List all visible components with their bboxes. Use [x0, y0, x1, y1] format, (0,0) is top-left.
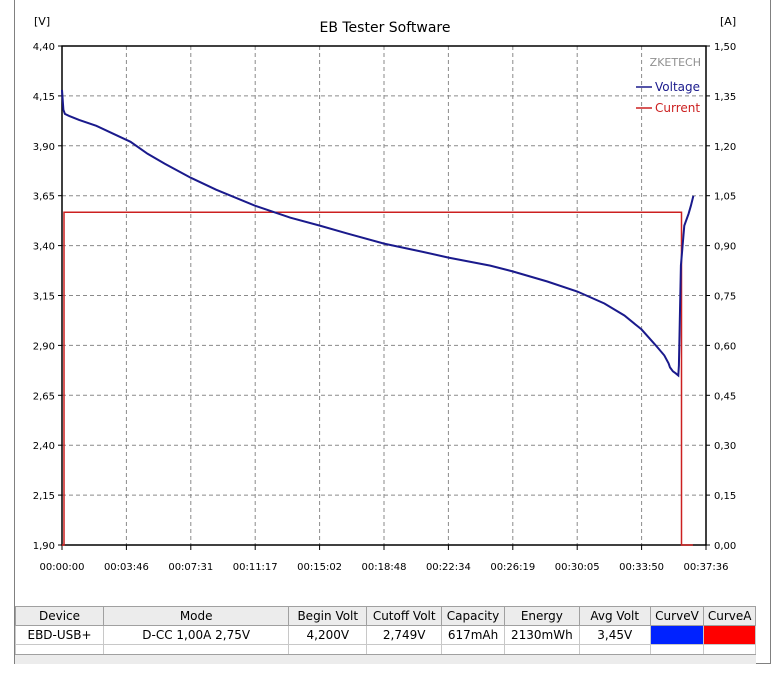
header-cutoff-volt[interactable]: Cutoff Volt	[366, 606, 443, 626]
x-tick-label: 00:15:02	[297, 562, 342, 573]
y-right-tick-label: 0,60	[714, 341, 736, 352]
y-right-tick-label: 1,35	[714, 92, 736, 103]
x-tick-label: 00:37:36	[684, 562, 729, 573]
y-right-tick-label: 0,90	[714, 242, 736, 253]
table-row[interactable]: EBD-USB+ D-CC 1,00A 2,75V 4,200V 2,749V …	[14, 625, 756, 645]
cell-capacity: 617mAh	[441, 625, 505, 645]
y-right-unit-label: [A]	[720, 15, 736, 28]
header-begin-volt[interactable]: Begin Volt	[288, 606, 368, 626]
cell-energy: 2130mWh	[503, 625, 580, 645]
y-left-tick-label: 3,40	[33, 242, 55, 253]
y-left-tick-label: 3,15	[33, 292, 55, 303]
header-mode[interactable]: Mode	[103, 606, 290, 626]
legend-current-label: Current	[655, 101, 700, 115]
y-left-tick-label: 4,15	[33, 92, 55, 103]
discharge-chart: EB Tester Software [V] [A] 4,40 1,50 4,15 1…	[33, 15, 737, 573]
chart-grid	[62, 46, 706, 545]
test-results-table: Device Mode Begin Volt Cutoff Volt Capac…	[14, 606, 756, 655]
zketech-watermark: ZKETECH	[650, 56, 701, 69]
y-right-tick-label: 1,05	[714, 192, 736, 203]
table-empty-row	[14, 644, 756, 655]
header-capacity[interactable]: Capacity	[441, 606, 505, 626]
header-avg-volt[interactable]: Avg Volt	[578, 606, 651, 626]
x-tick-label: 00:33:50	[619, 562, 664, 573]
chart-title: EB Tester Software	[319, 20, 450, 36]
curve-a-color-swatch[interactable]	[703, 625, 756, 645]
y-right-tick-label: 0,00	[714, 541, 736, 552]
tick-labels: 4,40 1,50 4,15 1,35 3,90 1,20 3,65 1,05 3,40 0,90…	[33, 42, 737, 573]
x-tick-label: 00:11:17	[233, 562, 278, 573]
horizontal-scrollbar[interactable]	[15, 654, 756, 664]
y-left-tick-label: 2,15	[33, 491, 55, 502]
x-tick-label: 00:18:48	[362, 562, 407, 573]
cell-begin-volt: 4,200V	[288, 625, 368, 645]
header-curve-v[interactable]: CurveV	[649, 606, 705, 626]
y-left-tick-label: 2,40	[33, 441, 55, 452]
y-left-tick-label: 4,40	[33, 42, 55, 53]
y-left-tick-label: 2,65	[33, 391, 55, 402]
y-right-tick-label: 1,20	[714, 142, 736, 153]
cell-mode: D-CC 1,00A 2,75V	[103, 625, 290, 645]
cell-avg-volt: 3,45V	[578, 625, 651, 645]
y-left-tick-label: 3,65	[33, 192, 55, 203]
x-tick-label: 00:30:05	[555, 562, 600, 573]
x-tick-label: 00:03:46	[104, 562, 149, 573]
y-left-tick-label: 3,90	[33, 142, 55, 153]
y-right-tick-label: 1,50	[714, 42, 736, 53]
header-device[interactable]: Device	[14, 606, 105, 626]
y-right-tick-label: 0,15	[714, 491, 736, 502]
header-energy[interactable]: Energy	[503, 606, 580, 626]
y-right-tick-label: 0,30	[714, 441, 736, 452]
current-series-line	[62, 211, 693, 546]
cell-device: EBD-USB+	[14, 625, 105, 645]
chart-legend: Voltage Current	[636, 80, 700, 115]
y-left-tick-label: 1,90	[33, 541, 55, 552]
voltage-series-line	[61, 89, 695, 378]
y-left-tick-label: 2,90	[33, 341, 55, 352]
header-curve-a[interactable]: CurveA	[703, 606, 756, 626]
y-right-tick-label: 0,45	[714, 391, 736, 402]
cell-cutoff-volt: 2,749V	[366, 625, 443, 645]
x-tick-label: 00:07:31	[168, 562, 213, 573]
y-right-tick-label: 0,75	[714, 292, 736, 303]
legend-voltage-label: Voltage	[655, 80, 700, 94]
plot-frame	[61, 45, 707, 546]
table-header-row: Device Mode Begin Volt Cutoff Volt Capac…	[14, 606, 756, 626]
x-tick-label: 00:22:34	[426, 562, 471, 573]
y-left-unit-label: [V]	[34, 15, 50, 28]
x-tick-label: 00:00:00	[40, 562, 85, 573]
x-tick-label: 00:26:19	[490, 562, 535, 573]
curve-v-color-swatch[interactable]	[649, 625, 705, 645]
